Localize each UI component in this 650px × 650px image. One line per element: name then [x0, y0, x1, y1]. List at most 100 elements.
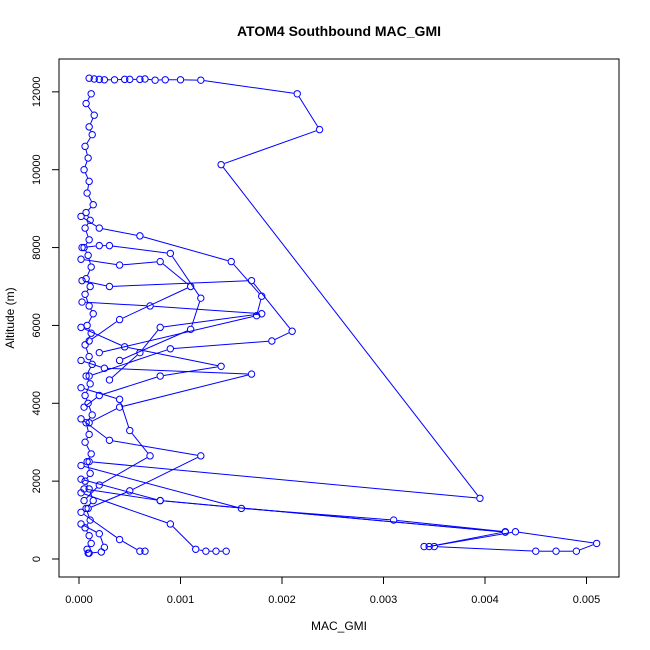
series-segment [132, 456, 198, 490]
data-point [120, 343, 129, 351]
series-segment [91, 551, 98, 554]
data-point [83, 457, 91, 466]
data-point [77, 356, 85, 365]
series-segment [86, 397, 97, 406]
data-point [115, 395, 124, 404]
data-point [85, 430, 93, 439]
series-segment [87, 184, 90, 190]
data-point [77, 384, 85, 392]
series-segment [86, 522, 89, 526]
data-point [81, 438, 89, 446]
series-segment [163, 500, 502, 533]
data-point [501, 528, 509, 536]
data-point [217, 160, 225, 169]
series-segment [437, 546, 533, 552]
y-axis: 0 2000 4000 6000 8000 10000 12000 [31, 77, 60, 562]
series-segment [84, 493, 168, 524]
data-point [315, 125, 324, 134]
series-segment [222, 167, 479, 496]
series-segment [92, 408, 117, 422]
data-point [100, 76, 109, 84]
data-point [81, 391, 89, 400]
data-point [83, 189, 91, 197]
data-point [100, 364, 109, 372]
plot-frame [58, 58, 620, 578]
series-15 [77, 489, 230, 555]
data-point [156, 257, 164, 266]
series-segment [83, 513, 117, 538]
data-point [85, 352, 93, 361]
data-point [81, 142, 89, 151]
data-point [166, 345, 175, 353]
series-9 [77, 356, 256, 427]
series-segment [122, 540, 138, 550]
series-10 [77, 384, 154, 505]
data-point [82, 208, 90, 217]
series-segment [87, 488, 157, 501]
series-segment [88, 196, 92, 202]
series-segment [163, 313, 259, 328]
series-segment [274, 332, 290, 340]
data-point [88, 130, 96, 139]
data-point [77, 475, 85, 483]
series-3 [77, 212, 266, 357]
data-point [80, 243, 88, 252]
data-point [88, 411, 96, 419]
data-point [532, 547, 540, 555]
series-7 [78, 298, 266, 384]
series-segment [86, 336, 90, 342]
data-point [105, 376, 114, 384]
data-point [115, 356, 124, 365]
data-point [85, 123, 93, 131]
series-segment [92, 461, 477, 499]
series-segment [86, 487, 98, 499]
data-point [420, 542, 428, 551]
data-point [197, 76, 205, 84]
data-point [126, 426, 134, 435]
data-point [83, 321, 91, 330]
series-segment [191, 301, 201, 327]
series-segment [86, 223, 89, 226]
y-axis-label: Altitude (m) [3, 287, 17, 348]
data-point [85, 457, 93, 466]
data-point [389, 516, 398, 524]
series-segment [199, 549, 203, 552]
series-segment [85, 172, 89, 179]
x-tick-label: 0.004 [471, 594, 499, 606]
data-point [86, 282, 94, 291]
series-layer [77, 74, 601, 557]
series-segment [87, 367, 91, 374]
data-point [81, 341, 89, 349]
x-tick-label: 0.003 [370, 594, 398, 606]
y-tick-label: 2000 [31, 469, 43, 493]
data-point [87, 90, 95, 98]
series-segment [86, 511, 90, 517]
series-segment [84, 259, 117, 266]
data-point [78, 276, 86, 285]
series-segment [86, 530, 88, 533]
data-point [476, 494, 484, 502]
data-point [252, 311, 261, 320]
data-point [95, 529, 104, 538]
data-point [86, 469, 94, 478]
series-segment [88, 258, 91, 264]
data-point [212, 547, 220, 555]
series-segment [86, 289, 89, 292]
data-point [88, 360, 96, 369]
data-point [192, 545, 200, 553]
data-point [85, 74, 93, 82]
series-segment [83, 420, 107, 439]
data-point [82, 419, 90, 427]
data-point [105, 282, 114, 291]
series-segment [432, 531, 512, 547]
series-segment [100, 536, 104, 545]
series-segment [102, 457, 148, 484]
series-segment [85, 245, 96, 248]
series-segment [153, 305, 259, 314]
series-segment [86, 484, 88, 486]
data-point [83, 545, 91, 553]
series-segment [102, 228, 137, 236]
data-point [80, 496, 88, 505]
series-segment [87, 96, 90, 101]
